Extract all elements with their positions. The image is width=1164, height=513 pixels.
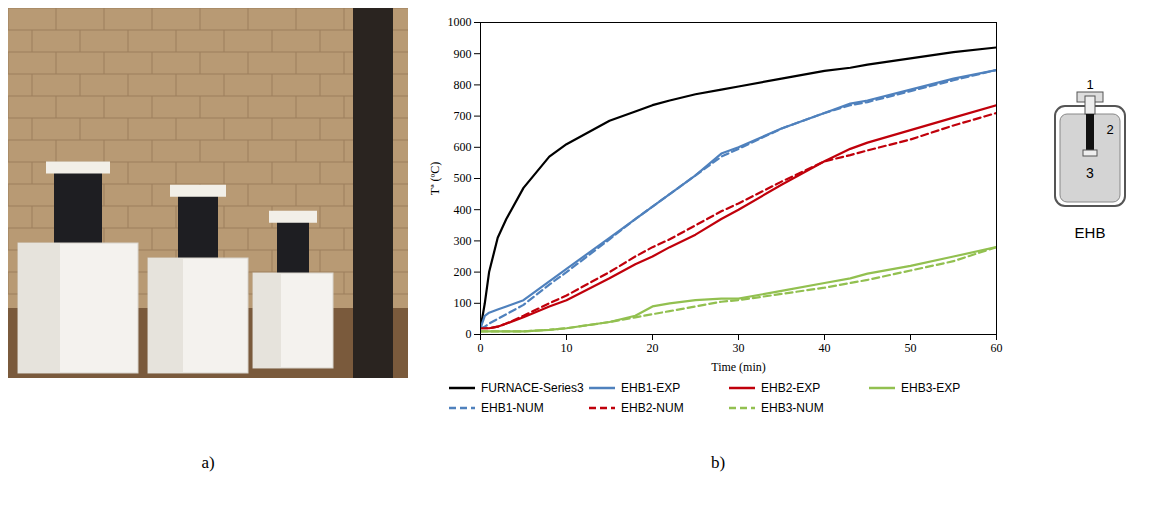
svg-text:800: 800 (454, 78, 472, 92)
svg-text:200: 200 (454, 265, 472, 279)
svg-text:2: 2 (1106, 122, 1113, 137)
svg-text:900: 900 (454, 47, 472, 61)
svg-text:300: 300 (454, 234, 472, 248)
svg-text:40: 40 (819, 341, 831, 355)
html-text:EHB3-NUM: EHB3-NUM (761, 401, 824, 415)
svg-text:700: 700 (454, 109, 472, 123)
svg-text:500: 500 (454, 171, 472, 185)
html-text:FURNACE-Series3: FURNACE-Series3 (481, 381, 584, 395)
html-text:EHB2-NUM: EHB2-NUM (621, 401, 684, 415)
html-text:EHB3-EXP: EHB3-EXP (901, 381, 961, 395)
svg-text:10: 10 (561, 341, 573, 355)
html-text:EHB1-NUM: EHB1-NUM (481, 401, 544, 415)
svg-text:0: 0 (478, 341, 484, 355)
html-text:a): a) (201, 453, 215, 472)
svg-text:50: 50 (905, 341, 917, 355)
svg-text:Tª (ºC): Tª (ºC) (428, 162, 442, 195)
svg-text:1000: 1000 (448, 15, 472, 29)
svg-text:400: 400 (454, 203, 472, 217)
svg-text:1: 1 (1086, 78, 1093, 92)
svg-text:EHB: EHB (1075, 224, 1106, 241)
svg-text:60: 60 (991, 341, 1003, 355)
svg-text:0: 0 (466, 327, 472, 341)
svg-text:100: 100 (454, 296, 472, 310)
svg-text:20: 20 (647, 341, 659, 355)
svg-text:30: 30 (733, 341, 745, 355)
html-text:EHB2-EXP: EHB2-EXP (761, 381, 821, 395)
svg-text:3: 3 (1086, 165, 1094, 181)
svg-text:600: 600 (454, 140, 472, 154)
html-text:b): b) (710, 453, 726, 472)
html-text:EHB1-EXP: EHB1-EXP (621, 381, 681, 395)
svg-text:Time (min): Time (min) (711, 360, 766, 374)
